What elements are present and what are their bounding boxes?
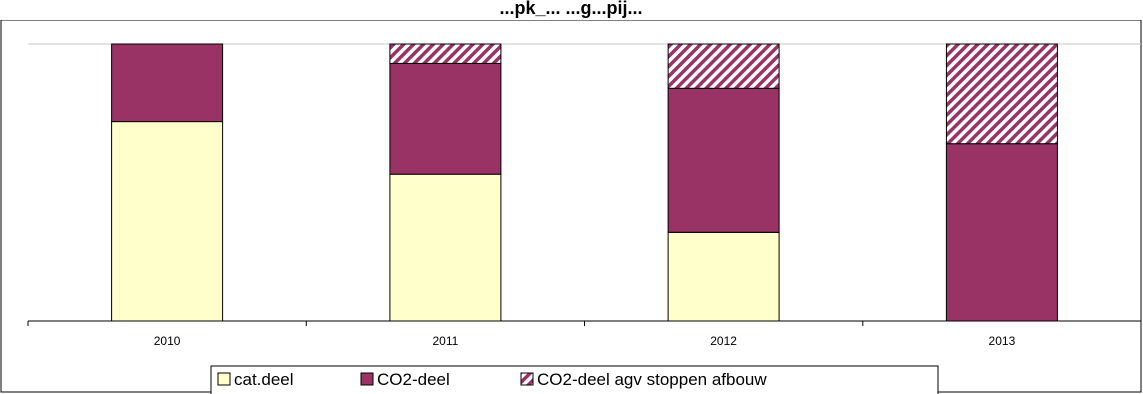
x-tick-label-2012: 2012 [710, 334, 737, 348]
legend-box [210, 365, 939, 394]
title-mask [0, 0, 1143, 20]
x-tick-label-2013: 2013 [989, 334, 1016, 348]
bar-segment-2010-series-1 [111, 43, 224, 123]
bar-segment-2011-series-1 [389, 62, 502, 175]
legend-label-0: cat.deel [234, 370, 294, 389]
bar-segment-2013-series-2 [945, 43, 1058, 145]
legend-label-1: CO2-deel [377, 370, 450, 389]
x-ticks-group: 2010 2011 2012 2013 [27, 321, 1142, 348]
bar-segment-2011-series-2 [389, 43, 502, 64]
bars-group [111, 43, 1058, 322]
bar-segment-2011-series-0 [389, 173, 502, 322]
bar-segment-2012-series-0 [667, 231, 780, 322]
bar-segment-2012-series-2 [667, 43, 780, 89]
legend: cat.deel CO2-deel CO2-deel agv stoppen afb… [217, 370, 767, 389]
bar-segment-2013-series-1 [945, 143, 1058, 322]
chart-title: ...pk_... ...g...pij... [499, 0, 642, 18]
x-tick-label-2010: 2010 [154, 334, 181, 348]
legend-swatch-1 [360, 372, 374, 386]
legend-swatch-0 [217, 372, 231, 386]
legend-label-2: CO2-deel agv stoppen afbouw [537, 370, 767, 389]
legend-swatch-2 [520, 372, 534, 386]
x-tick-label-2011: 2011 [432, 334, 458, 348]
bar-segment-2012-series-1 [667, 87, 780, 233]
bar-segment-2010-series-0 [111, 121, 224, 322]
